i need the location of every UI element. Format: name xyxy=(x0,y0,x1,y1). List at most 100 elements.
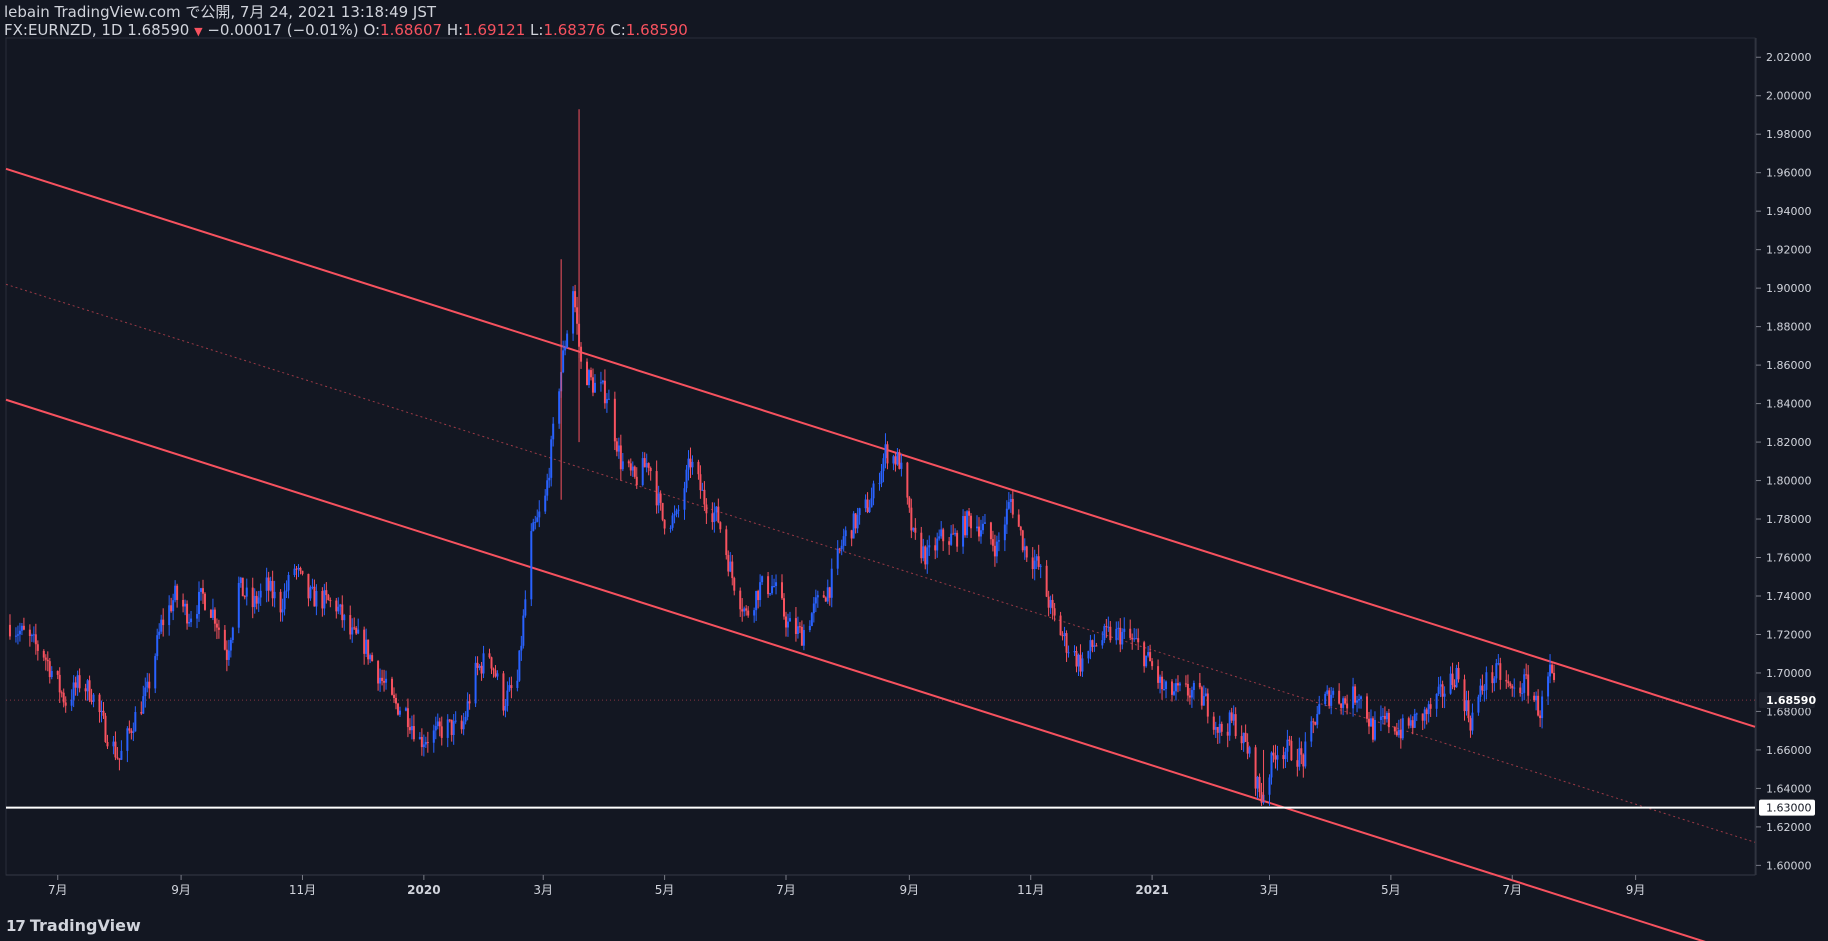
candle-body xyxy=(492,668,495,671)
candle-body xyxy=(979,530,982,537)
candle-body xyxy=(1240,736,1243,744)
candle-body xyxy=(323,590,326,609)
candle-body xyxy=(566,333,569,348)
y-tick-label: 1.86000 xyxy=(1766,359,1812,372)
candle-body xyxy=(436,721,439,727)
candle-body xyxy=(1485,672,1488,690)
candle-body xyxy=(1117,627,1120,629)
candle-body xyxy=(645,463,648,468)
candle-body xyxy=(1340,703,1343,708)
candle-body xyxy=(586,361,589,386)
candle-body xyxy=(1186,683,1189,696)
candle-body xyxy=(1358,698,1361,701)
candle-body xyxy=(530,531,533,600)
candle-body xyxy=(1477,696,1480,713)
candle-body xyxy=(170,605,173,612)
candle-body xyxy=(1539,715,1542,719)
candle-body xyxy=(970,515,973,529)
candle-body xyxy=(687,458,690,470)
candle-body xyxy=(703,489,706,505)
y-tick-label: 1.68000 xyxy=(1766,705,1812,718)
candle-body xyxy=(488,653,491,658)
candle-body xyxy=(1491,672,1494,684)
candle-body xyxy=(599,382,602,384)
close-value: 1.68590 xyxy=(625,21,688,39)
candle-body xyxy=(327,595,330,601)
candle-body xyxy=(440,726,443,738)
candle-body xyxy=(211,609,214,618)
candle-body xyxy=(90,700,93,702)
candle-body xyxy=(1228,712,1231,736)
candle-body xyxy=(369,655,372,660)
channel-lines[interactable] xyxy=(5,167,1756,941)
candle-body xyxy=(1455,667,1458,688)
tradingview-logo[interactable]: 17 TradingView xyxy=(6,916,141,935)
candle-body xyxy=(251,587,254,608)
candle-body xyxy=(1147,652,1150,656)
candle-body xyxy=(615,441,618,452)
candle-body xyxy=(273,591,276,599)
candle-body xyxy=(88,680,91,701)
candle-body xyxy=(1067,652,1070,654)
candle-body xyxy=(1234,714,1237,737)
candle-body xyxy=(906,462,909,498)
candle-body xyxy=(852,513,855,539)
candle-body xyxy=(711,513,714,523)
candle-body xyxy=(671,515,674,528)
candle-body xyxy=(1471,712,1474,731)
candle-body xyxy=(1533,695,1536,701)
candle-body xyxy=(1123,628,1126,632)
candle-body xyxy=(504,706,507,711)
hline-price-label: 1.63000 xyxy=(1766,802,1812,815)
candle-body xyxy=(1373,719,1376,740)
hline-price-tag xyxy=(1759,799,1815,816)
candle-body xyxy=(739,590,742,610)
candle-body xyxy=(1232,714,1235,721)
candle-body xyxy=(1242,732,1245,744)
candle-body xyxy=(1051,599,1054,609)
candle-body xyxy=(576,307,579,324)
candle-body xyxy=(868,507,871,513)
candle-body xyxy=(351,627,354,635)
candle-body xyxy=(357,629,360,634)
x-tick-label: 5月 xyxy=(1381,883,1401,897)
candle-body xyxy=(1091,640,1094,647)
candle-body xyxy=(574,291,577,308)
candle-body xyxy=(518,650,521,681)
y-tick-label: 1.70000 xyxy=(1766,667,1812,680)
candle-body xyxy=(383,680,386,683)
candle-body xyxy=(42,650,45,658)
channel-upper-line xyxy=(5,167,1756,728)
candle-body xyxy=(508,685,511,691)
last-price: 1.68590 xyxy=(127,21,190,39)
candle-body xyxy=(162,619,165,626)
candle-body xyxy=(800,626,803,646)
candle-body xyxy=(822,595,825,598)
candle-body xyxy=(1202,696,1205,706)
symbol-label[interactable]: FX:EURNZD, 1D xyxy=(4,21,123,39)
candle-body xyxy=(641,458,644,486)
candle-body xyxy=(432,730,435,743)
candle-body xyxy=(335,600,338,612)
candle-body xyxy=(343,615,346,621)
candle-body xyxy=(1161,676,1164,690)
candle-body xyxy=(120,750,123,760)
y-tick-label: 2.00000 xyxy=(1766,90,1812,103)
candle-body xyxy=(1324,693,1327,705)
candle-body xyxy=(412,726,415,740)
candle-body xyxy=(1272,752,1275,756)
candle-body xyxy=(476,662,479,668)
candle-body xyxy=(241,577,244,597)
candle-body xyxy=(1246,741,1249,754)
candle-body xyxy=(1342,698,1345,708)
candle-body xyxy=(1145,655,1148,667)
candle-body xyxy=(398,710,401,715)
candle-body xyxy=(377,661,380,684)
candle-body xyxy=(8,624,11,637)
candle-body xyxy=(866,499,869,513)
candle-body xyxy=(156,635,159,657)
candle-body xyxy=(44,657,47,660)
candle-body xyxy=(1519,687,1522,694)
candle-body xyxy=(1513,687,1516,689)
